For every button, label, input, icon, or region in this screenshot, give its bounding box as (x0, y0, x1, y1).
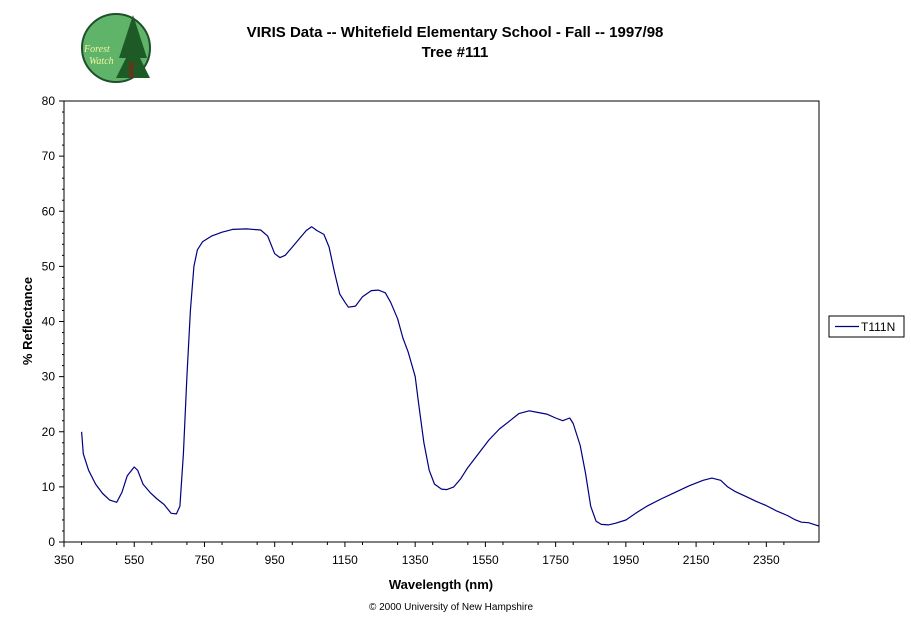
legend-label: T111N (861, 320, 895, 334)
x-tick-label: 1550 (472, 553, 499, 567)
legend-box (828, 315, 905, 338)
logo-trunk-icon (129, 62, 134, 78)
x-tick-label: 950 (265, 553, 285, 567)
logo-text-line1: Forest (83, 44, 110, 55)
x-tick-label: 350 (54, 553, 74, 567)
x-tick-label: 1750 (542, 553, 569, 567)
y-tick-label: 0 (48, 535, 55, 549)
copyright-text: © 2000 University of New Hampshire (369, 602, 534, 613)
x-tick-label: 550 (124, 553, 144, 567)
x-tick-label: 2350 (753, 553, 780, 567)
axes: 0 10 20 30 40 50 60 70 80 350 550 750 950 1150 1350 155… (42, 94, 785, 567)
plot-area (63, 100, 820, 543)
forest-watch-logo: Forest Watch (81, 13, 151, 83)
y-tick-label: 20 (42, 425, 56, 439)
y-tick-label: 80 (42, 94, 56, 108)
series-line-t111n (81, 226, 820, 527)
y-tick-label: 70 (42, 149, 56, 163)
legend: T111N (828, 315, 905, 338)
y-tick-label: 30 (42, 370, 56, 384)
x-tick-label: 1150 (332, 553, 358, 567)
chart-title: VIRIS Data -- Whitefield Elementary Scho… (247, 24, 664, 41)
y-tick-label: 50 (42, 259, 56, 273)
x-tick-label: 1950 (613, 553, 640, 567)
x-tick-label: 2150 (683, 553, 710, 567)
logo-text-line2: Watch (89, 56, 114, 67)
x-tick-label: 750 (194, 553, 214, 567)
y-tick-label: 10 (42, 480, 56, 494)
y-tick-label: 40 (42, 315, 56, 329)
chart-subtitle: Tree #111 (422, 44, 489, 61)
x-axis-label: Wavelength (nm) (389, 577, 493, 592)
series-layer (81, 226, 820, 527)
x-tick-label: 1350 (402, 553, 429, 567)
y-axis-label: % Reflectance (20, 277, 35, 365)
y-tick-label: 60 (42, 204, 56, 218)
logo-tree-icon (116, 15, 150, 78)
